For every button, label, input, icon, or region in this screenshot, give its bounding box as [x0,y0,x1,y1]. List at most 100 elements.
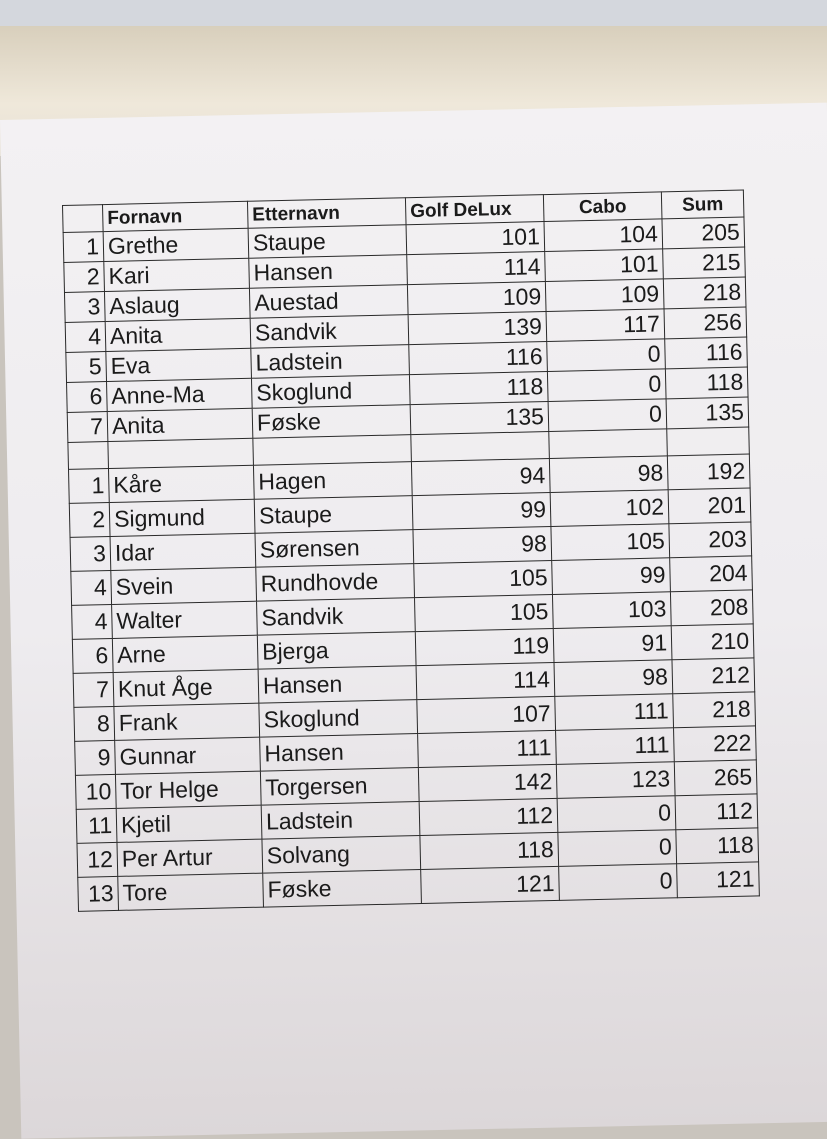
table-cell: 4 [71,604,113,640]
table-cell: Føske [262,869,422,908]
table-cell: 4 [70,570,112,606]
table-cell: 105 [550,523,670,561]
table-cell: 1 [68,468,110,504]
table-cell: 7 [67,411,108,443]
table-cell: Svein [110,567,257,605]
table-cell: Hagen [253,461,413,500]
table-cell: 116 [408,341,548,375]
table-cell: Torgersen [260,767,420,806]
table-cell: Walter [111,601,258,639]
table-cell: Grethe [103,228,249,262]
table-cell: 121 [676,861,760,898]
table-cell: Sørensen [254,529,414,568]
table-cell: 203 [668,521,752,558]
table-cell: 201 [668,487,751,524]
table-cell: 8 [73,706,115,742]
table-cell: 208 [670,589,754,626]
top-bar [0,0,827,26]
table-cell: 112 [419,798,558,836]
table-cell: 2 [69,502,111,538]
table-cell: 111 [554,693,674,731]
table-cell: Rundhovde [255,563,415,602]
table-cell: 107 [416,696,556,734]
table-cell: 117 [546,308,665,342]
table-cell: 210 [671,623,754,660]
table-cell: Staupe [254,495,413,534]
table-cell: 5 [65,351,107,383]
table-cell: 105 [414,594,554,632]
table-cell: 6 [66,381,108,413]
table-cell: 212 [671,657,755,694]
table-cell: 111 [555,727,675,765]
table-cell: Bjerga [257,631,417,670]
table-cell: 218 [663,277,746,309]
table-cell: 0 [547,368,667,402]
table-cell: 204 [669,555,753,592]
table-cell: 215 [662,247,746,279]
header-cell: Sum [661,190,744,219]
empty-cell [107,438,254,469]
table-cell: 118 [409,371,549,405]
table-cell: 256 [664,307,747,339]
table-cell: 265 [674,759,758,796]
table-cell: Føske [252,404,411,439]
table-cell: 98 [549,455,669,493]
table-cell: 103 [552,591,672,629]
table-cell: 118 [419,832,559,870]
table-cell: Solvang [261,835,421,874]
table-cell: 0 [546,338,666,372]
table-cell: 98 [412,526,552,564]
table-cell: 109 [407,281,547,315]
table-cell: Eva [105,348,252,382]
table-cell: Sandvik [250,314,409,349]
table-cell: 94 [411,458,551,496]
table-cell: Hansen [259,733,419,772]
table-cell: Anne-Ma [106,378,253,412]
table-cell: Gunnar [114,737,261,775]
table-cell: Skoglund [258,699,418,738]
table-cell: 218 [672,691,756,728]
table-cell: Frank [113,703,260,741]
table-cell: 6 [72,638,114,674]
header-cell: Cabo [543,191,662,222]
table-cell: Skoglund [251,374,411,409]
table-cell: 99 [551,557,671,595]
table-cell: 9 [74,740,116,776]
table-cell: Anita [107,408,253,442]
table-cell: 109 [545,278,665,312]
table-cell: 111 [417,730,557,768]
table-cell: 123 [556,761,676,799]
table-cell: 101 [406,221,545,255]
table-cell: Hansen [258,665,417,704]
table-cell: 118 [665,366,749,399]
table-cell: 1 [63,231,104,263]
empty-cell [666,426,750,456]
header-cell [62,204,104,233]
table-cell: Sandvik [256,597,416,636]
table-cell: 114 [406,251,546,285]
table-body: 1 Grethe Staupe 101 104 205 2 Kari Hansen 114 101 2… [63,217,760,912]
table-cell: Sigmund [109,499,255,537]
table-cell: 3 [64,291,106,323]
table-cell: 12 [76,842,118,878]
table-cell: 0 [557,829,677,867]
empty-cell [410,431,550,462]
table-cell: Tore [117,873,264,911]
table-cell: Knut Åge [113,669,259,707]
table-cell: 4 [65,321,106,353]
table-cell: 135 [410,401,549,435]
table-cell: 98 [554,659,673,697]
table-cell: 192 [667,453,751,490]
table-cell: 101 [544,248,664,282]
table-cell: 118 [675,827,759,864]
table-cell: 11 [76,808,117,844]
table-cell: Kjetil [116,805,262,843]
table-cell: Aslaug [104,288,251,322]
table-cell: 99 [412,492,551,530]
header-cell: Etternavn [247,197,407,229]
table-cell: Idar [110,533,256,571]
empty-cell [548,428,668,459]
table-cell: 135 [666,396,749,429]
table-cell: 0 [548,398,667,432]
